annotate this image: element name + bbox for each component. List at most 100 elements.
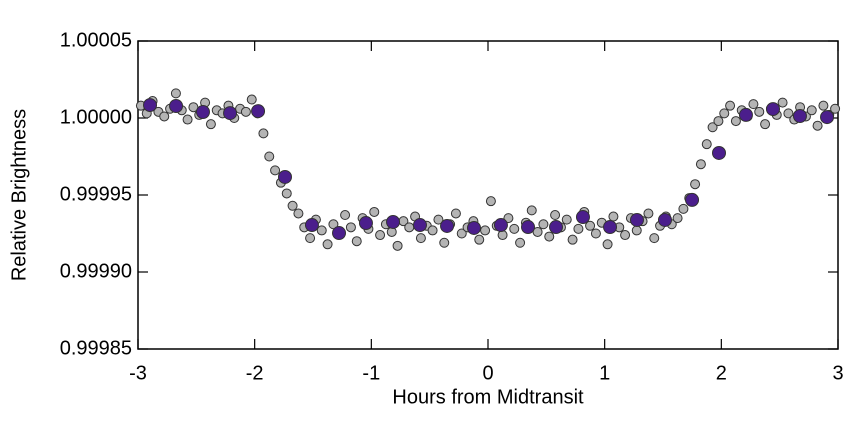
binned-point: [467, 220, 481, 235]
y-axis-label: Relative Brightness: [8, 109, 30, 281]
binned-point: [657, 212, 672, 227]
data-point: [392, 240, 403, 251]
data-point: [678, 203, 689, 214]
binned-point: [603, 220, 618, 235]
binned-point: [766, 102, 781, 117]
plot-frame: [137, 40, 839, 350]
data-point: [567, 234, 578, 245]
data-point: [404, 222, 415, 233]
binned-point: [278, 169, 292, 184]
data-point: [316, 225, 327, 236]
data-point: [515, 237, 526, 248]
data-point: [725, 100, 736, 111]
data-point: [672, 213, 683, 224]
data-point: [707, 122, 718, 133]
binned-point: [549, 220, 564, 235]
data-point: [480, 225, 491, 236]
data-point: [293, 208, 304, 219]
x-tick-label: -1: [362, 362, 380, 384]
data-point: [538, 219, 549, 230]
data-point: [369, 206, 380, 217]
y-tick-label: 1.00000: [60, 106, 132, 128]
data-point: [340, 210, 351, 221]
data-point: [270, 165, 281, 176]
data-point: [246, 94, 257, 105]
binned-point: [386, 214, 401, 229]
data-point: [170, 88, 181, 99]
data-point: [305, 233, 316, 244]
data-point: [205, 119, 216, 130]
data-point: [375, 230, 386, 241]
data-point: [182, 114, 193, 125]
data-point: [806, 105, 817, 116]
data-point: [450, 208, 461, 219]
binned-point: [251, 104, 266, 119]
data-point: [415, 233, 426, 244]
data-point: [439, 237, 450, 248]
data-point: [474, 234, 485, 245]
binned-point: [195, 104, 210, 119]
data-point: [328, 219, 339, 230]
binned-point: [223, 106, 238, 121]
data-point: [590, 228, 601, 239]
data-point: [258, 128, 269, 139]
data-point: [159, 111, 170, 122]
data-point: [345, 222, 356, 233]
data-point: [777, 97, 788, 108]
data-point: [719, 108, 730, 119]
binned-point: [412, 218, 427, 233]
data-point: [812, 120, 823, 131]
data-point: [760, 119, 771, 130]
data-point: [713, 116, 724, 127]
data-point: [550, 210, 561, 221]
data-point: [240, 106, 251, 117]
data-point: [264, 151, 275, 162]
data-point: [754, 106, 765, 117]
binned-point: [169, 98, 184, 113]
data-point: [818, 100, 829, 111]
x-tick-label: 3: [832, 362, 843, 384]
data-point: [620, 230, 631, 241]
binned-point: [493, 218, 508, 233]
x-tick-label: -2: [246, 362, 264, 384]
y-tick-label: 1.00005: [60, 29, 132, 51]
data-point: [748, 99, 759, 110]
x-tick-label: -3: [129, 362, 147, 384]
data-point: [456, 228, 467, 239]
binned-point: [521, 220, 536, 235]
binned-point: [358, 216, 373, 231]
data-point: [602, 239, 613, 250]
binned-point: [792, 108, 807, 123]
data-point: [503, 213, 514, 224]
data-point: [695, 159, 706, 170]
binned-point: [712, 145, 726, 160]
data-point: [526, 205, 537, 216]
y-tick-label: 0.99985: [60, 337, 132, 359]
binned-point: [440, 218, 455, 233]
data-point: [649, 233, 660, 244]
binned-point: [332, 226, 347, 241]
data-point: [509, 223, 520, 234]
data-point: [830, 103, 841, 114]
x-axis-label: Hours from Midtransit: [392, 386, 584, 408]
data-point: [427, 225, 438, 236]
binned-point: [629, 212, 644, 227]
y-tick-label: 0.99995: [60, 183, 132, 205]
data-point: [322, 239, 333, 250]
x-tick-label: 2: [716, 362, 727, 384]
binned-point: [738, 107, 753, 122]
binned-point: [575, 210, 590, 225]
data-point: [532, 226, 543, 237]
data-point: [730, 116, 741, 127]
data-point: [485, 196, 496, 207]
binned-point: [143, 98, 158, 113]
data-point: [544, 231, 555, 242]
binned-point: [685, 192, 700, 207]
data-point: [643, 208, 654, 219]
data-point: [287, 200, 298, 211]
data-point: [701, 139, 712, 150]
y-tick-label: 0.99990: [60, 260, 132, 282]
data-point: [351, 236, 362, 247]
data-point: [608, 211, 619, 222]
